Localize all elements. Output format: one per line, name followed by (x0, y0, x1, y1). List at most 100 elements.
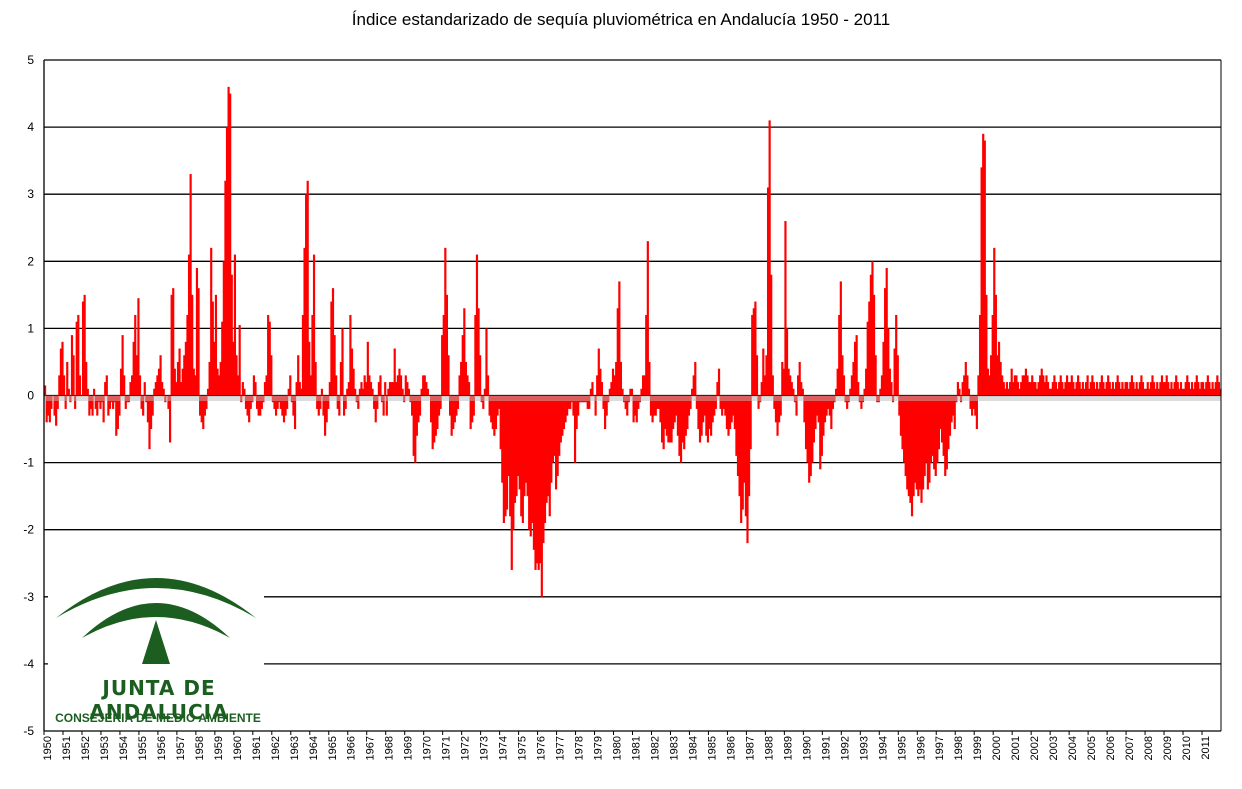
bar (896, 355, 899, 396)
bar (44, 385, 47, 396)
bar (812, 395, 816, 443)
bar (210, 247, 213, 396)
bar (754, 301, 757, 396)
bar (156, 375, 159, 396)
x-tick-label: 2003 (1048, 736, 1060, 760)
bar (743, 395, 746, 483)
bar (121, 335, 124, 396)
bar (316, 395, 319, 409)
bar (300, 388, 303, 396)
bar (140, 395, 143, 409)
bar (839, 281, 842, 396)
x-tick-label: 1966 (346, 736, 358, 760)
x-tick-label: 1970 (422, 736, 434, 760)
bar (376, 395, 379, 409)
bar (173, 368, 176, 396)
bar (573, 395, 577, 463)
bar (107, 395, 110, 416)
x-tick-label: 1952 (80, 736, 92, 760)
bars (44, 86, 1222, 597)
bar (178, 348, 181, 396)
bar (388, 382, 392, 396)
bar (327, 395, 330, 409)
bar (800, 382, 803, 396)
bar (722, 395, 725, 409)
bar (679, 395, 683, 463)
bar (412, 395, 415, 456)
bar (249, 395, 252, 409)
bar (423, 375, 426, 396)
bar (947, 395, 950, 450)
bar (746, 395, 749, 544)
bar (399, 375, 403, 396)
bar (885, 268, 888, 396)
bar (284, 395, 287, 416)
bar (235, 355, 238, 396)
bar (1189, 388, 1192, 396)
bar (83, 294, 86, 396)
bar (834, 388, 838, 396)
bar (872, 294, 876, 396)
x-tick-label: 1967 (365, 736, 377, 760)
bar (702, 395, 705, 423)
bar (401, 388, 404, 396)
bar (1213, 388, 1216, 396)
bar (1094, 388, 1097, 396)
bar (828, 395, 831, 416)
x-tick-label: 1953 (99, 736, 111, 760)
bar (1152, 382, 1156, 396)
bar (1170, 382, 1173, 396)
y-tick-label: -2 (23, 523, 34, 537)
x-tick-label: 1963 (289, 736, 301, 760)
x-tick-label: 1990 (801, 736, 813, 760)
bar (398, 368, 401, 396)
y-tick-label: -3 (23, 590, 34, 604)
bar (770, 274, 773, 396)
bar (865, 368, 868, 396)
bar (374, 395, 377, 423)
bar (67, 388, 70, 396)
bar (485, 328, 488, 396)
bar (170, 294, 173, 396)
bar (1195, 375, 1198, 396)
bar (798, 361, 801, 396)
bar (430, 395, 433, 423)
bar (1020, 382, 1023, 396)
bar (569, 395, 572, 409)
x-tick-label: 1998 (953, 736, 965, 760)
bar (1054, 382, 1058, 396)
bar (1072, 382, 1075, 396)
bar (801, 388, 804, 396)
bar (1105, 382, 1108, 396)
bar (646, 241, 649, 396)
bar (558, 395, 561, 456)
bar (931, 395, 934, 456)
bar (698, 395, 702, 443)
bar (880, 375, 884, 396)
bar (189, 174, 192, 396)
y-tick-label: 1 (27, 321, 34, 335)
bar (167, 395, 170, 409)
bar (730, 395, 733, 423)
bar (842, 375, 846, 396)
bar (292, 395, 295, 416)
bar (640, 388, 643, 396)
bar (1129, 382, 1132, 396)
bar (1168, 388, 1171, 396)
y-tick-label: -4 (23, 657, 34, 671)
bar (293, 395, 297, 430)
bar (906, 395, 909, 490)
bar (382, 395, 385, 416)
bar (1202, 382, 1205, 396)
bar (1080, 388, 1083, 396)
bar (808, 395, 811, 483)
bar (339, 361, 343, 396)
bar (466, 375, 469, 396)
bar (1132, 382, 1135, 396)
x-tick-label: 1977 (555, 736, 567, 760)
bar (732, 395, 735, 416)
bar (910, 395, 914, 517)
bar (81, 301, 85, 396)
bar (469, 395, 472, 430)
bar (814, 395, 817, 430)
